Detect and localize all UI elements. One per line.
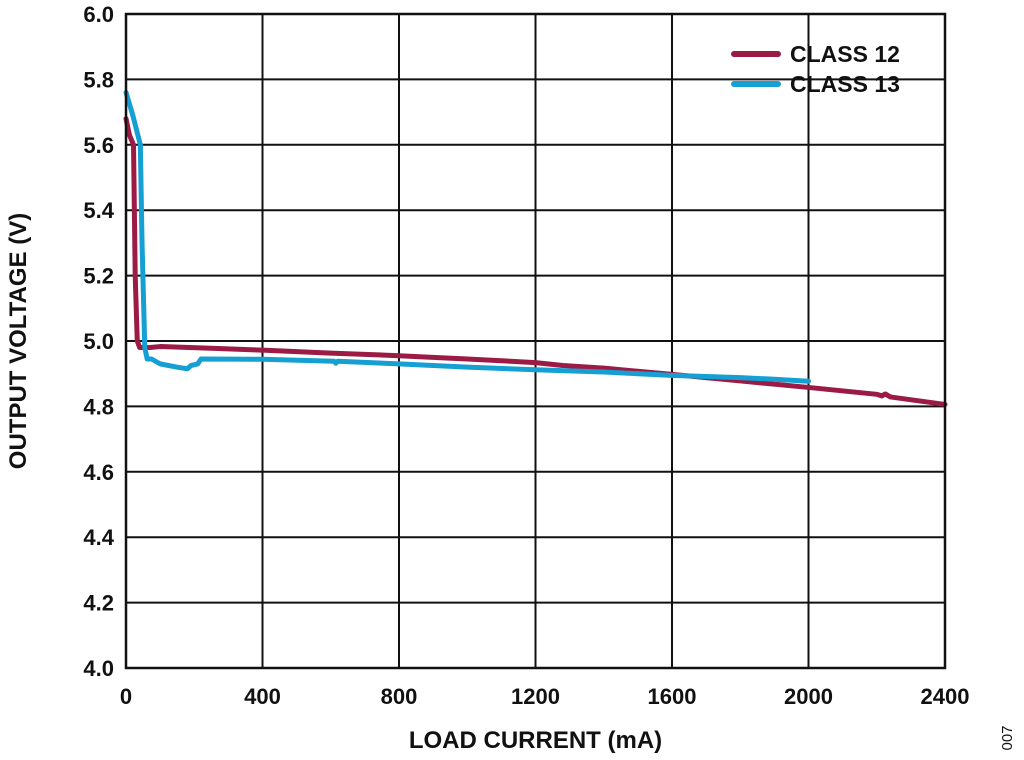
y-tick-label: 5.8 [83, 67, 114, 92]
plot-frame [124, 12, 947, 670]
y-tick-label: 4.0 [83, 656, 114, 681]
y-tick-label: 4.4 [83, 525, 114, 550]
tick-layer: 0 400 800 1200 1600 2000 2400 4.0 4.2 4.4 4.6 4.8 5.… [83, 2, 969, 709]
x-tick-label: 1200 [511, 684, 560, 709]
y-tick-label: 4.2 [83, 591, 114, 616]
figure-id: 007 [999, 725, 1016, 750]
y-tick-label: 5.4 [83, 198, 114, 223]
y-axis-title: OUTPUT VOLTAGE (V) [5, 213, 32, 469]
x-tick-label: 1600 [648, 684, 697, 709]
x-tick-label: 2000 [784, 684, 833, 709]
series-line-2 [123, 89, 811, 384]
grid-layer [125, 13, 946, 669]
x-axis-title: LOAD CURRENT (mA) [409, 727, 662, 754]
x-tick-label: 0 [120, 684, 132, 709]
y-tick-label: 6.0 [83, 2, 114, 27]
y-tick-label: 4.6 [83, 460, 114, 485]
y-tick-label: 5.0 [83, 329, 114, 354]
y-tick-label: 4.8 [83, 394, 114, 419]
legend-label-2: CLASS 13 [790, 71, 900, 97]
x-tick-label: 400 [244, 684, 281, 709]
series-line-1 [123, 116, 948, 407]
y-tick-label: 5.6 [83, 133, 114, 158]
legend-label-1: CLASS 12 [790, 41, 900, 67]
x-tick-label: 2400 [921, 684, 970, 709]
legend: CLASS 12 CLASS 13 [731, 41, 900, 97]
x-tick-label: 800 [381, 684, 418, 709]
series-layer [123, 89, 948, 407]
y-tick-label: 5.2 [83, 264, 114, 289]
